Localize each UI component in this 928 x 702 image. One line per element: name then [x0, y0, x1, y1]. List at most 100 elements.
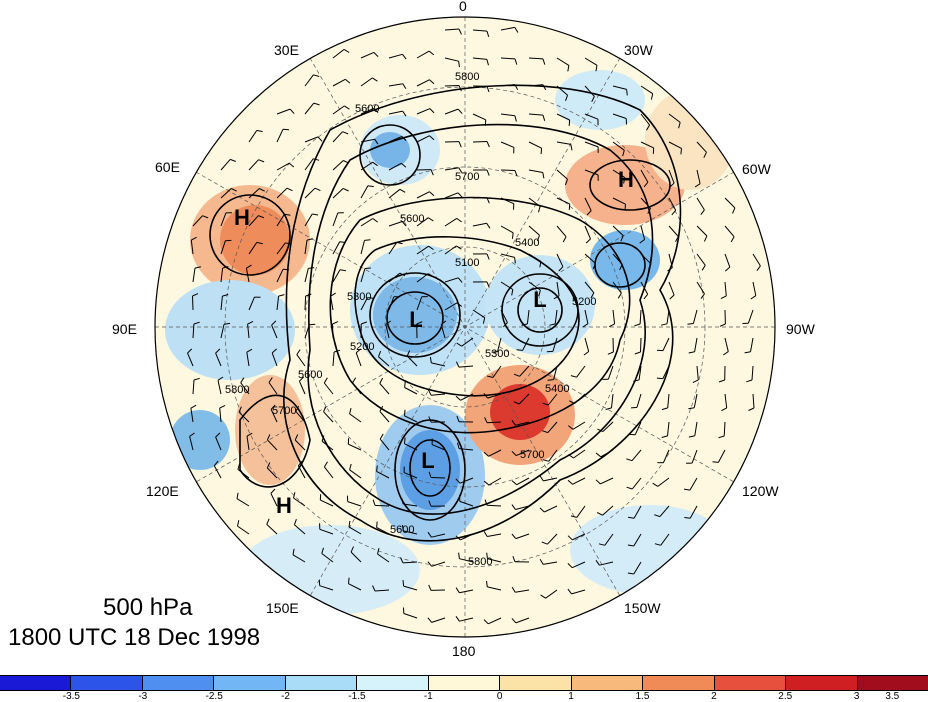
wind-barb	[584, 337, 590, 352]
wind-barb-flag	[222, 266, 229, 269]
wind-barb	[403, 530, 418, 535]
wind-barb	[696, 253, 706, 266]
wind-barb	[472, 113, 486, 121]
wind-barb-flag	[266, 518, 270, 525]
wind-barb	[416, 191, 430, 199]
wind-barb-flag	[396, 241, 403, 245]
longitude-label-90e: 90E	[112, 321, 137, 337]
wind-barb-flag	[372, 218, 378, 223]
wind-barb	[240, 382, 250, 395]
wind-barb	[516, 477, 530, 486]
wind-barb	[500, 169, 516, 171]
wind-barb-flag	[295, 405, 300, 412]
wind-barb-flag	[297, 460, 303, 467]
wind-barb	[500, 281, 514, 290]
wind-barb	[528, 225, 540, 236]
wind-barb	[515, 533, 530, 540]
wind-barb	[304, 240, 308, 255]
wind-barb-flag	[332, 321, 339, 325]
wind-barb	[696, 365, 699, 380]
wind-barb-flag	[428, 584, 432, 591]
colorbar-cell	[786, 676, 858, 690]
wind-barb-flag	[344, 78, 351, 84]
longitude-label-180: 180	[452, 643, 476, 659]
wind-barb-flag	[590, 292, 595, 299]
wind-barb-flag	[553, 295, 560, 300]
wind-barb	[497, 337, 502, 352]
wind-barb	[348, 443, 362, 451]
wind-barb	[689, 505, 698, 519]
colorbar-tick-label: -2	[281, 691, 290, 702]
wind-barb-flag	[730, 236, 735, 243]
wind-barb	[459, 589, 474, 594]
wind-barb	[332, 269, 341, 283]
wind-barb-flag	[374, 138, 379, 145]
wind-barb	[696, 141, 707, 153]
wind-barb-flag	[626, 458, 633, 462]
wind-barb-flag	[486, 169, 490, 176]
wind-barb	[724, 197, 736, 209]
wind-barb-flag	[416, 321, 423, 325]
wind-barb	[556, 57, 570, 66]
wind-barb	[689, 477, 698, 491]
wind-barb-flag	[750, 295, 757, 300]
wind-barb-flag	[484, 499, 488, 506]
wind-barb-flag	[399, 188, 406, 193]
wind-barb	[190, 408, 194, 423]
wind-barb-flag	[429, 108, 435, 114]
wind-barb	[640, 281, 649, 295]
wind-barb	[528, 57, 544, 60]
wind-barb-flag	[539, 261, 542, 268]
longitude-label-150w: 150W	[624, 600, 661, 616]
wind-barb-flag	[542, 84, 547, 91]
wind-barb	[248, 215, 259, 227]
wind-barb	[237, 469, 250, 479]
wind-barb	[667, 421, 670, 436]
wind-barb-flag	[313, 158, 320, 161]
wind-barb-flag	[591, 96, 595, 103]
wind-barb-flag	[595, 65, 598, 72]
wind-barb	[292, 554, 306, 563]
wind-barb-flag	[348, 577, 350, 584]
wind-barb-flag	[429, 356, 432, 363]
wind-barb	[556, 85, 568, 96]
wind-barb	[431, 561, 446, 567]
wind-barb-flag	[483, 451, 489, 457]
wind-barb-flag	[350, 546, 354, 553]
colorbar	[0, 675, 928, 691]
wind-barb-flag	[648, 263, 652, 270]
wind-barb-flag	[401, 524, 404, 531]
wind-barb	[192, 379, 195, 395]
wind-barb-flag	[323, 406, 327, 412]
wind-barb	[500, 253, 515, 258]
wind-barb	[724, 225, 735, 238]
wind-barb	[500, 26, 515, 31]
wind-barb-flag	[456, 415, 460, 422]
wind-barb-flag	[219, 404, 226, 409]
wind-barb-flag	[427, 561, 433, 567]
wind-barb-flag	[549, 323, 556, 326]
wind-barb	[388, 162, 402, 171]
wind-barb-flag	[633, 379, 640, 382]
wind-barb	[374, 589, 390, 592]
wind-barb	[612, 141, 625, 151]
wind-barb-flag	[486, 253, 490, 260]
colorbar-tick-label: -1.5	[348, 691, 366, 702]
wind-barb-flag	[540, 148, 543, 155]
wind-barb	[526, 309, 530, 324]
wind-barb	[246, 352, 250, 367]
colorbar-cell	[857, 676, 928, 690]
wind-barb	[668, 281, 675, 296]
wind-barb	[600, 449, 614, 458]
wind-barb	[612, 197, 626, 205]
wind-barb-flag	[684, 517, 691, 519]
wind-barb-flag	[701, 265, 706, 271]
wind-barb-flag	[592, 263, 596, 270]
wind-barb	[217, 380, 222, 395]
wind-barb	[500, 225, 514, 234]
wind-barb	[276, 296, 280, 311]
longitude-label-0: 0	[459, 0, 467, 14]
wind-barb-flag	[486, 375, 494, 378]
wind-barb	[460, 393, 474, 401]
wind-barb-flag	[542, 114, 546, 121]
